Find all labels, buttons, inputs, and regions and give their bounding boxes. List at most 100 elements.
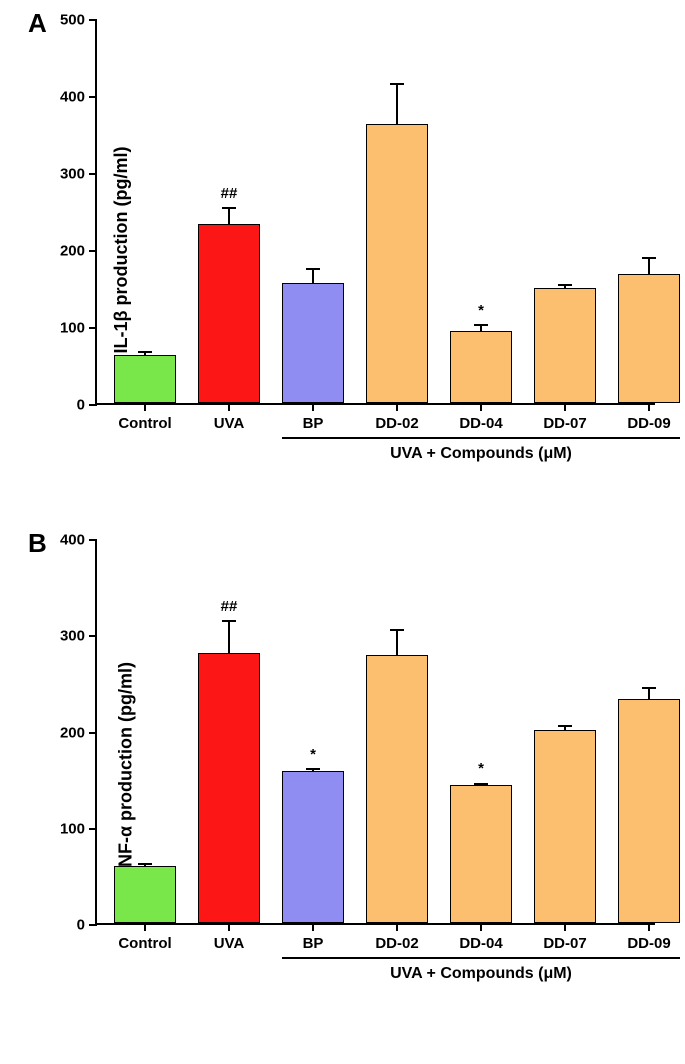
x-tick-label: DD-07	[543, 415, 586, 432]
y-tick-label: 100	[60, 320, 85, 337]
panel-b-bars: ##**	[97, 540, 655, 923]
x-tick-label: DD-02	[375, 935, 418, 952]
errorbar-cap	[642, 687, 656, 689]
bar-dd-02	[366, 655, 428, 923]
errorbar	[564, 726, 566, 731]
x-tick	[564, 403, 566, 411]
panel-a-plot: ##* 0100200300400500ControlUVABPDD-02DD-…	[95, 20, 655, 405]
x-tick	[564, 923, 566, 931]
errorbar	[144, 352, 146, 356]
errorbar-cap	[474, 324, 488, 326]
y-tick-label: 300	[60, 628, 85, 645]
y-tick	[89, 924, 97, 926]
bar-control	[114, 866, 176, 923]
x-tick	[144, 403, 146, 411]
errorbar	[564, 285, 566, 289]
x-tick-label: BP	[303, 935, 324, 952]
bar-dd-02	[366, 124, 428, 404]
y-tick	[89, 635, 97, 637]
x-tick	[648, 403, 650, 411]
errorbar	[396, 630, 398, 656]
group-line	[282, 957, 680, 959]
errorbar	[312, 769, 314, 772]
x-tick	[144, 923, 146, 931]
x-tick-label: DD-07	[543, 935, 586, 952]
group-label: UVA + Compounds (μM)	[390, 965, 572, 983]
y-tick-label: 200	[60, 724, 85, 741]
errorbar-cap	[558, 284, 572, 286]
x-tick	[312, 923, 314, 931]
bar-uva: ##	[198, 224, 260, 403]
errorbar-cap	[222, 207, 236, 209]
y-tick-label: 200	[60, 243, 85, 260]
y-tick	[89, 250, 97, 252]
x-tick-label: DD-09	[627, 935, 670, 952]
y-tick	[89, 19, 97, 21]
x-tick	[648, 923, 650, 931]
errorbar-cap	[390, 83, 404, 85]
x-tick	[312, 403, 314, 411]
errorbar-cap	[642, 257, 656, 259]
x-tick-label: Control	[118, 935, 171, 952]
panel-a-bars: ## *	[97, 20, 655, 403]
x-tick	[396, 923, 398, 931]
errorbar	[480, 784, 482, 787]
bar-dd-09	[618, 699, 680, 923]
x-tick	[228, 403, 230, 411]
y-tick	[89, 732, 97, 734]
bar-bp	[282, 283, 344, 403]
errorbar-cap	[558, 725, 572, 727]
errorbar	[648, 258, 650, 274]
y-tick-label: 100	[60, 820, 85, 837]
errorbar-cap	[138, 863, 152, 865]
errorbar	[396, 84, 398, 124]
y-tick	[89, 539, 97, 541]
x-tick-label: UVA	[214, 415, 245, 432]
errorbar-cap	[306, 768, 320, 770]
x-tick	[480, 403, 482, 411]
x-tick-label: Control	[118, 415, 171, 432]
bar-dd-07	[534, 288, 596, 403]
errorbar	[228, 621, 230, 654]
y-tick	[89, 96, 97, 98]
x-tick-label: DD-09	[627, 415, 670, 432]
errorbar	[480, 325, 482, 331]
significance-marker: ##	[221, 598, 238, 615]
figure: A IL-1β production (pg/ml) ##* 010020030…	[0, 0, 685, 1064]
errorbar-cap	[474, 783, 488, 785]
x-tick-label: DD-04	[459, 935, 502, 952]
errorbar	[648, 688, 650, 700]
bar-dd-07	[534, 730, 596, 923]
bar-dd-04: *	[450, 785, 512, 923]
y-tick-label: 500	[60, 12, 85, 29]
panel-b-label: B	[28, 528, 47, 559]
x-tick	[480, 923, 482, 931]
y-tick-label: 400	[60, 532, 85, 549]
errorbar	[144, 864, 146, 867]
y-tick	[89, 327, 97, 329]
y-tick	[89, 173, 97, 175]
x-tick-label: BP	[303, 415, 324, 432]
errorbar-cap	[306, 268, 320, 270]
panel-b: B TNF-α production (pg/ml) ##** 01002003…	[0, 520, 685, 1020]
y-tick	[89, 828, 97, 830]
bar-dd-04: *	[450, 331, 512, 403]
group-line	[282, 437, 680, 439]
significance-marker: *	[310, 746, 316, 763]
panel-b-plot: ##** 0100200300400ControlUVABPDD-02DD-04…	[95, 540, 655, 925]
significance-marker: ##	[221, 185, 238, 202]
x-tick	[396, 403, 398, 411]
bar-uva: ##	[198, 653, 260, 923]
y-tick-label: 0	[77, 397, 85, 414]
bar-bp: *	[282, 771, 344, 923]
errorbar-cap	[222, 620, 236, 622]
group-label: UVA + Compounds (μM)	[390, 445, 572, 463]
x-tick-label: UVA	[214, 935, 245, 952]
x-tick-label: DD-02	[375, 415, 418, 432]
x-tick	[228, 923, 230, 931]
significance-marker: *	[478, 302, 484, 319]
y-tick-label: 400	[60, 89, 85, 106]
panel-a: A IL-1β production (pg/ml) ##* 010020030…	[0, 0, 685, 500]
errorbar-cap	[390, 629, 404, 631]
bar-dd-09	[618, 274, 680, 403]
